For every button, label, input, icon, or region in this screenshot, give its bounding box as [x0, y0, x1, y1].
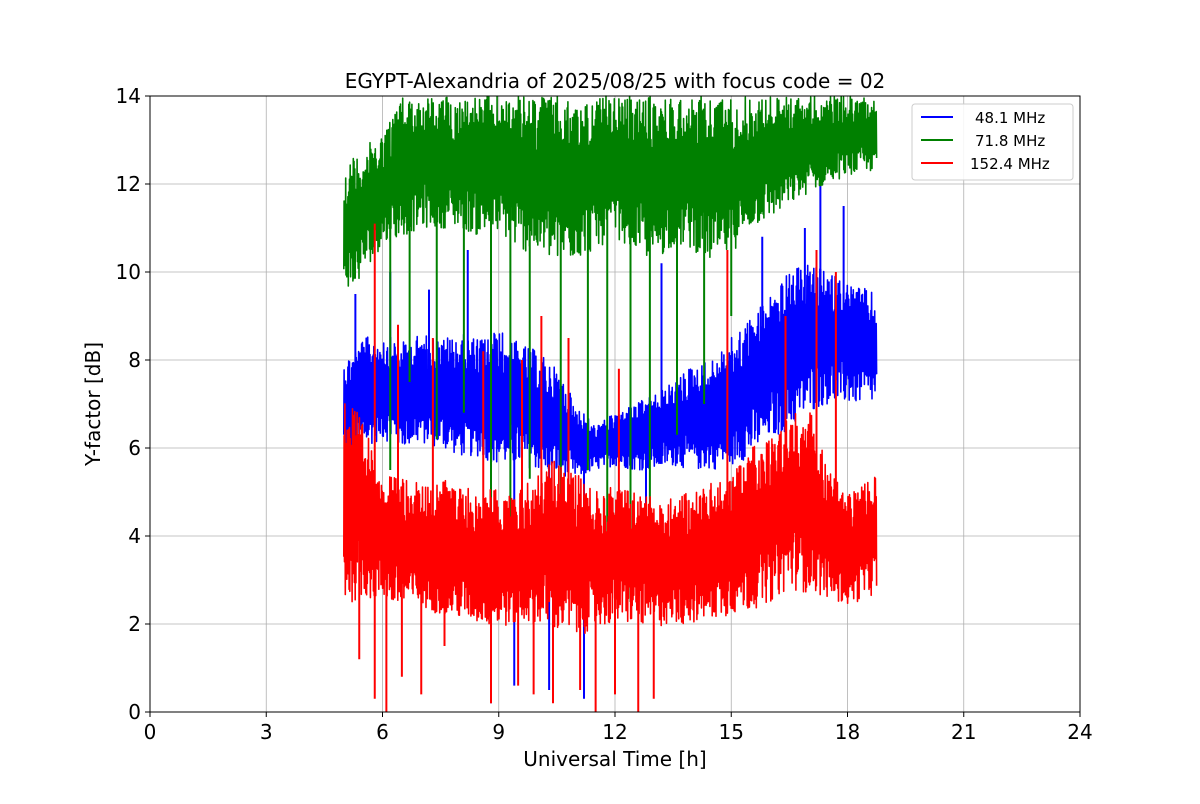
x-tick-label: 3	[260, 720, 273, 744]
series-152-4-mhz	[342, 223, 878, 712]
x-tick-label: 12	[602, 720, 627, 744]
legend-label-71-8-mhz: 71.8 MHz	[975, 132, 1045, 150]
legend-box	[911, 103, 1074, 181]
chart-title: EGYPT-Alexandria of 2025/08/25 with focu…	[345, 69, 886, 93]
legend-label-48-1-mhz: 48.1 MHz	[975, 109, 1045, 127]
y-tick-label: 2	[128, 612, 141, 636]
y-tick-label: 6	[128, 436, 141, 460]
series-line	[342, 403, 878, 634]
y-tick-label: 0	[128, 700, 141, 724]
x-tick-label: 18	[835, 720, 860, 744]
y-tick-label: 4	[128, 524, 141, 548]
y-tick-label: 10	[116, 260, 141, 284]
x-tick-label: 6	[376, 720, 389, 744]
x-tick-label: 24	[1067, 720, 1092, 744]
x-axis-label: Universal Time [h]	[523, 747, 706, 771]
y-tick-label: 12	[116, 172, 141, 196]
y-axis-label: Y-factor [dB]	[81, 342, 105, 467]
x-tick-label: 15	[719, 720, 744, 744]
x-tick-label: 0	[144, 720, 157, 744]
y-tick-label: 8	[128, 348, 141, 372]
legend-label-152-4-mhz: 152.4 MHz	[970, 155, 1050, 173]
x-tick-label: 9	[492, 720, 505, 744]
legend: 48.1 MHz 71.8 MHz 152.4 MHz	[911, 103, 1074, 181]
plot-lines	[342, 95, 878, 712]
y-tick-label: 14	[116, 84, 141, 108]
x-tick-label: 21	[951, 720, 976, 744]
series-line	[342, 95, 878, 287]
